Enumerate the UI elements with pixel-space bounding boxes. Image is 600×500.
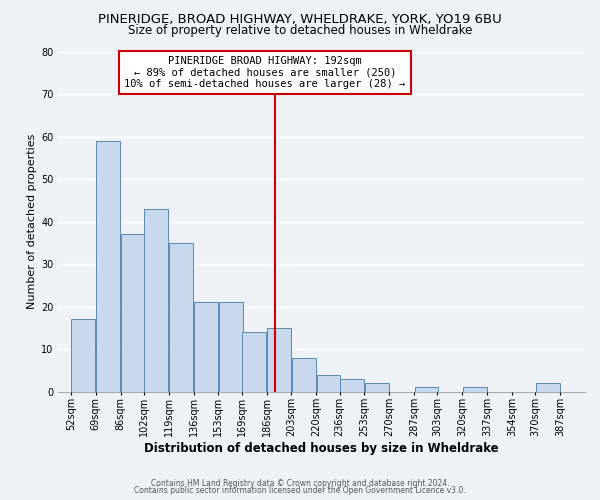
Bar (96, 141, 120, 392)
Bar (169, 243, 193, 392)
Bar (365, 383, 389, 392)
Text: PINERIDGE BROAD HIGHWAY: 192sqm
← 89% of detached houses are smaller (250)
10% o: PINERIDGE BROAD HIGHWAY: 192sqm ← 89% of… (124, 56, 406, 89)
Bar (242, 332, 266, 392)
Text: Size of property relative to detached houses in Wheldrake: Size of property relative to detached ho… (128, 24, 472, 37)
Bar (463, 388, 487, 392)
Bar (145, 209, 168, 392)
Text: Contains HM Land Registry data © Crown copyright and database right 2024.: Contains HM Land Registry data © Crown c… (151, 478, 449, 488)
Text: PINERIDGE, BROAD HIGHWAY, WHELDRAKE, YORK, YO19 6BU: PINERIDGE, BROAD HIGHWAY, WHELDRAKE, YOR… (98, 12, 502, 26)
Y-axis label: Number of detached properties: Number of detached properties (27, 134, 37, 309)
Bar (219, 302, 242, 392)
Bar (121, 234, 145, 392)
Bar (292, 358, 316, 392)
Bar (71, 320, 95, 392)
Bar (536, 383, 560, 392)
X-axis label: Distribution of detached houses by size in Wheldrake: Distribution of detached houses by size … (144, 442, 499, 455)
Bar (194, 302, 218, 392)
Bar (317, 374, 340, 392)
Text: Contains public sector information licensed under the Open Government Licence v3: Contains public sector information licen… (134, 486, 466, 495)
Bar (267, 328, 291, 392)
Bar (415, 388, 439, 392)
Bar (340, 379, 364, 392)
